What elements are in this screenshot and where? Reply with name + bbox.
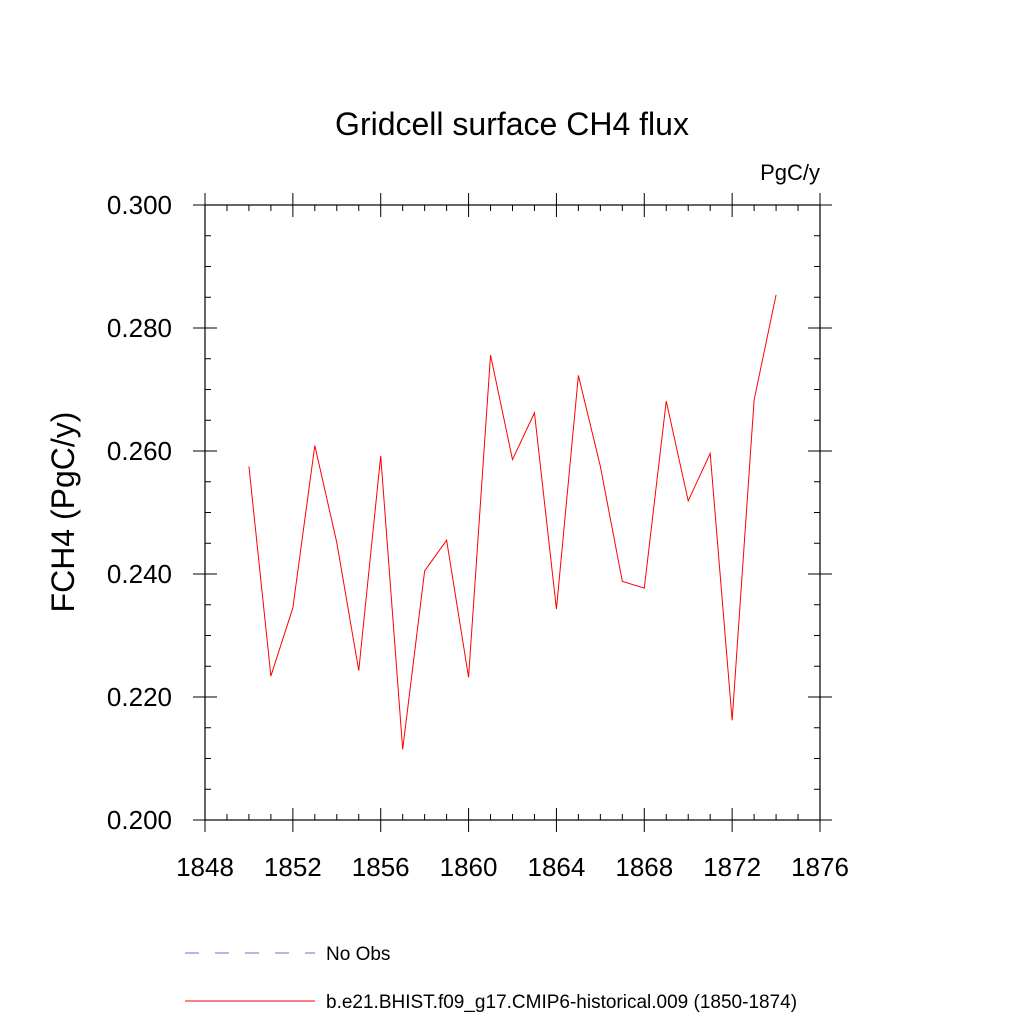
x-axis-ticks: 1848 1852 1856 1860 1864 1868 1872 1876 — [176, 193, 849, 882]
y-tick-label: 0.240 — [107, 559, 172, 589]
y-axis-label: FCH4 (PgC/y) — [45, 412, 81, 613]
chart-title: Gridcell surface CH4 flux — [335, 106, 689, 142]
series-line — [248, 294, 777, 750]
y-axis-ticks: 0.200 0.220 0.240 0.260 0.280 0.300 — [107, 190, 832, 835]
x-tick-label: 1872 — [703, 852, 761, 882]
y-tick-label: 0.200 — [107, 805, 172, 835]
y-tick-label: 0.220 — [107, 682, 172, 712]
x-tick-label: 1852 — [264, 852, 322, 882]
units-label: PgC/y — [760, 160, 820, 185]
x-tick-label: 1876 — [791, 852, 849, 882]
y-tick-label: 0.280 — [107, 313, 172, 343]
y-tick-label: 0.260 — [107, 436, 172, 466]
series-layer — [248, 294, 777, 750]
legend-label-no-obs: No Obs — [326, 944, 390, 965]
x-tick-label: 1860 — [440, 852, 498, 882]
x-tick-label: 1864 — [528, 852, 586, 882]
plot-frame — [204, 204, 821, 821]
legend-label-model: b.e21.BHIST.f09_g17.CMIP6-historical.009… — [326, 992, 797, 1013]
x-tick-label: 1856 — [352, 852, 410, 882]
legend: No Obs b.e21.BHIST.f09_g17.CMIP6-histori… — [185, 944, 797, 1013]
y-tick-label: 0.300 — [107, 190, 172, 220]
x-tick-label: 1868 — [615, 852, 673, 882]
x-tick-label: 1848 — [176, 852, 234, 882]
